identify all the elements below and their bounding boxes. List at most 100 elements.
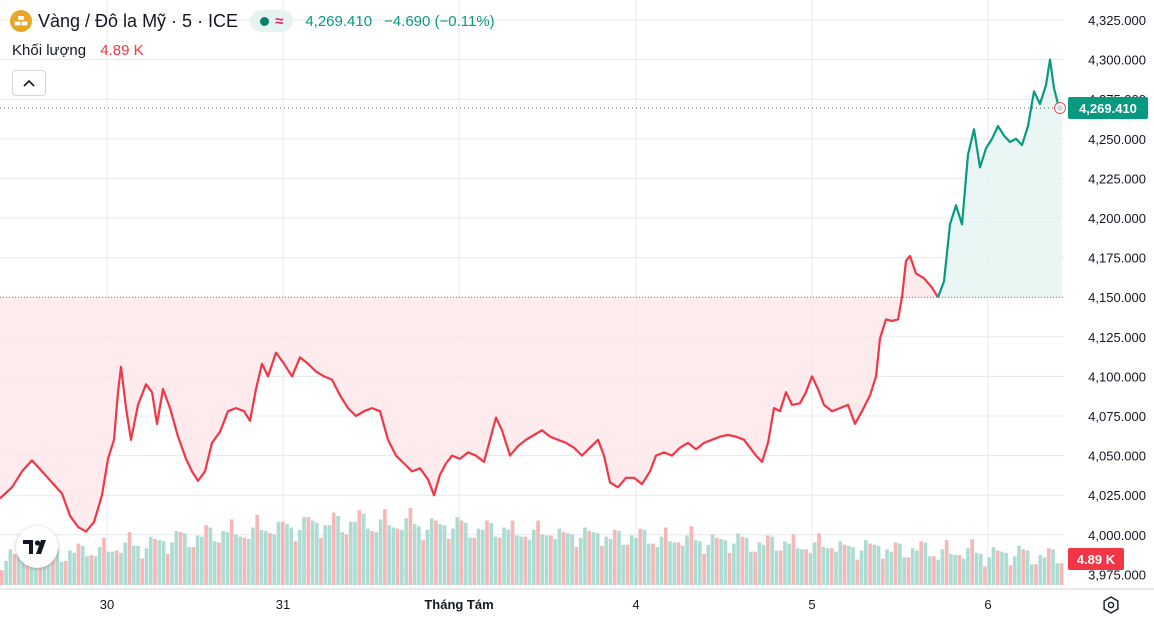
volume-bar [242, 537, 247, 585]
volume-bar [506, 529, 511, 585]
volume-bar [893, 542, 898, 585]
volume-bar [744, 537, 749, 585]
volume-bar [787, 543, 792, 585]
volume-label[interactable]: Khối lượng [12, 42, 87, 59]
volume-bar [923, 542, 928, 585]
volume-bar [689, 526, 694, 585]
volume-bar [238, 536, 242, 585]
volume-bar [1004, 552, 1009, 585]
volume-bar [319, 537, 323, 585]
volume-bar [863, 540, 868, 585]
volume-bar [702, 553, 706, 585]
volume-bar [672, 542, 677, 585]
volume-bar [557, 528, 562, 585]
volume-bar [974, 552, 979, 585]
volume-bar [106, 551, 111, 585]
volume-bar [425, 529, 430, 585]
volume-bar [1038, 555, 1043, 585]
volume-bar [421, 540, 425, 585]
volume-bar [357, 510, 362, 585]
price-axis[interactable]: 4,325.0004,300.0004,275.0004,250.0004,22… [1068, 13, 1148, 582]
volume-bar [29, 552, 34, 585]
volume-bar [1046, 548, 1051, 585]
volume-bar [561, 532, 566, 585]
volume-bar [97, 547, 102, 585]
volume-bar [1055, 563, 1060, 585]
volume-bar [157, 540, 162, 585]
y-tick-label: 4,000.000 [1088, 528, 1146, 543]
volume-bar [417, 526, 421, 585]
symbol-title[interactable]: Vàng / Đô la Mỹ · 5 · ICE [38, 10, 239, 31]
volume-bar [438, 524, 443, 585]
chart-settings-button[interactable] [1100, 594, 1122, 616]
gold-bars-icon [10, 10, 32, 32]
volume-bar [502, 527, 506, 585]
time-axis[interactable]: 30 31 Tháng Tám 4 5 6 [100, 597, 992, 612]
volume-bar [246, 539, 251, 585]
volume-bar [906, 557, 911, 585]
volume-bar [932, 556, 936, 585]
volume-bar [8, 549, 13, 585]
volume-bar [578, 537, 583, 585]
volume-bar [76, 543, 81, 585]
volume-bar [170, 542, 174, 585]
volume-bar [774, 550, 779, 585]
volume-bar [276, 521, 281, 585]
volume-bar [685, 535, 689, 585]
volume-bar [4, 560, 8, 585]
volume-bar [566, 533, 570, 585]
volume-value-label-text: 4.89 K [1077, 552, 1116, 567]
volume-bar [442, 525, 447, 585]
volume-bar [889, 551, 894, 585]
volume-bar [966, 548, 970, 585]
volume-bar [817, 533, 821, 585]
volume-bar [859, 550, 864, 585]
volume-bar [323, 525, 328, 585]
volume-bar [251, 527, 255, 585]
volume-bar [89, 555, 94, 585]
y-tick-label: 4,325.000 [1088, 13, 1146, 28]
volume-bar [544, 535, 549, 585]
volume-bar [289, 527, 294, 585]
volume-bar [821, 547, 826, 585]
volume-bar [523, 536, 528, 585]
volume-bar [983, 566, 987, 585]
volume-bar [374, 532, 379, 585]
volume-bar [604, 536, 609, 585]
volume-bar [991, 547, 996, 585]
volume-bar [42, 553, 47, 585]
volume-bar [608, 539, 613, 585]
x-tick-label: Tháng Tám [424, 597, 493, 612]
volume-bar [659, 536, 664, 585]
volume-bar [680, 545, 685, 585]
last-price-marker-dot [1057, 105, 1063, 112]
y-tick-label: 4,075.000 [1088, 409, 1146, 424]
volume-bar [187, 547, 191, 585]
volume-bar [812, 542, 817, 585]
volume-bar [795, 548, 800, 585]
volume-bar [174, 530, 179, 585]
volume-bar [621, 544, 626, 585]
volume-bar [429, 518, 434, 585]
volume-bar [646, 543, 651, 585]
volume-bar [1059, 563, 1064, 585]
volume-bar [697, 541, 702, 585]
volume-bar [144, 548, 149, 585]
volume-bar [753, 551, 757, 585]
market-status-pill[interactable]: ≈ [250, 10, 294, 32]
volume-bar [953, 555, 957, 585]
tradingview-logo[interactable] [16, 526, 58, 568]
volume-bar [1017, 545, 1021, 585]
volume-bar [476, 528, 481, 585]
volume-bar [638, 528, 643, 585]
volume-bar [110, 551, 115, 585]
volume-bar [387, 525, 391, 585]
collapse-legend-button[interactable] [12, 70, 46, 96]
y-tick-label: 4,125.000 [1088, 330, 1146, 345]
volume-bar [485, 520, 489, 585]
volume-bar [527, 540, 532, 585]
volume-bar [676, 542, 681, 585]
volume-bar [732, 543, 736, 585]
volume-bar [195, 535, 200, 585]
